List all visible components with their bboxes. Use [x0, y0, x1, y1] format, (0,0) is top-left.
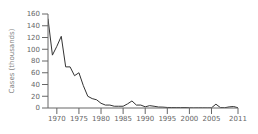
svg-text:1980: 1980 [92, 115, 110, 123]
svg-text:1985: 1985 [114, 115, 132, 123]
svg-text:1970: 1970 [48, 115, 66, 123]
svg-text:1990: 1990 [136, 115, 154, 123]
svg-text:80: 80 [31, 57, 40, 65]
svg-text:40: 40 [31, 81, 40, 89]
svg-text:1975: 1975 [70, 115, 88, 123]
svg-text:2005: 2005 [203, 115, 221, 123]
svg-text:160: 160 [27, 10, 40, 18]
svg-text:0: 0 [36, 104, 40, 112]
svg-text:20: 20 [31, 93, 40, 101]
svg-text:140: 140 [27, 22, 40, 30]
svg-text:2000: 2000 [180, 115, 198, 123]
svg-text:100: 100 [27, 46, 40, 54]
svg-text:Cases (thousands): Cases (thousands) [8, 28, 16, 93]
svg-text:120: 120 [27, 34, 40, 42]
svg-text:60: 60 [31, 69, 40, 77]
svg-text:2011: 2011 [229, 115, 247, 123]
svg-text:1995: 1995 [158, 115, 176, 123]
